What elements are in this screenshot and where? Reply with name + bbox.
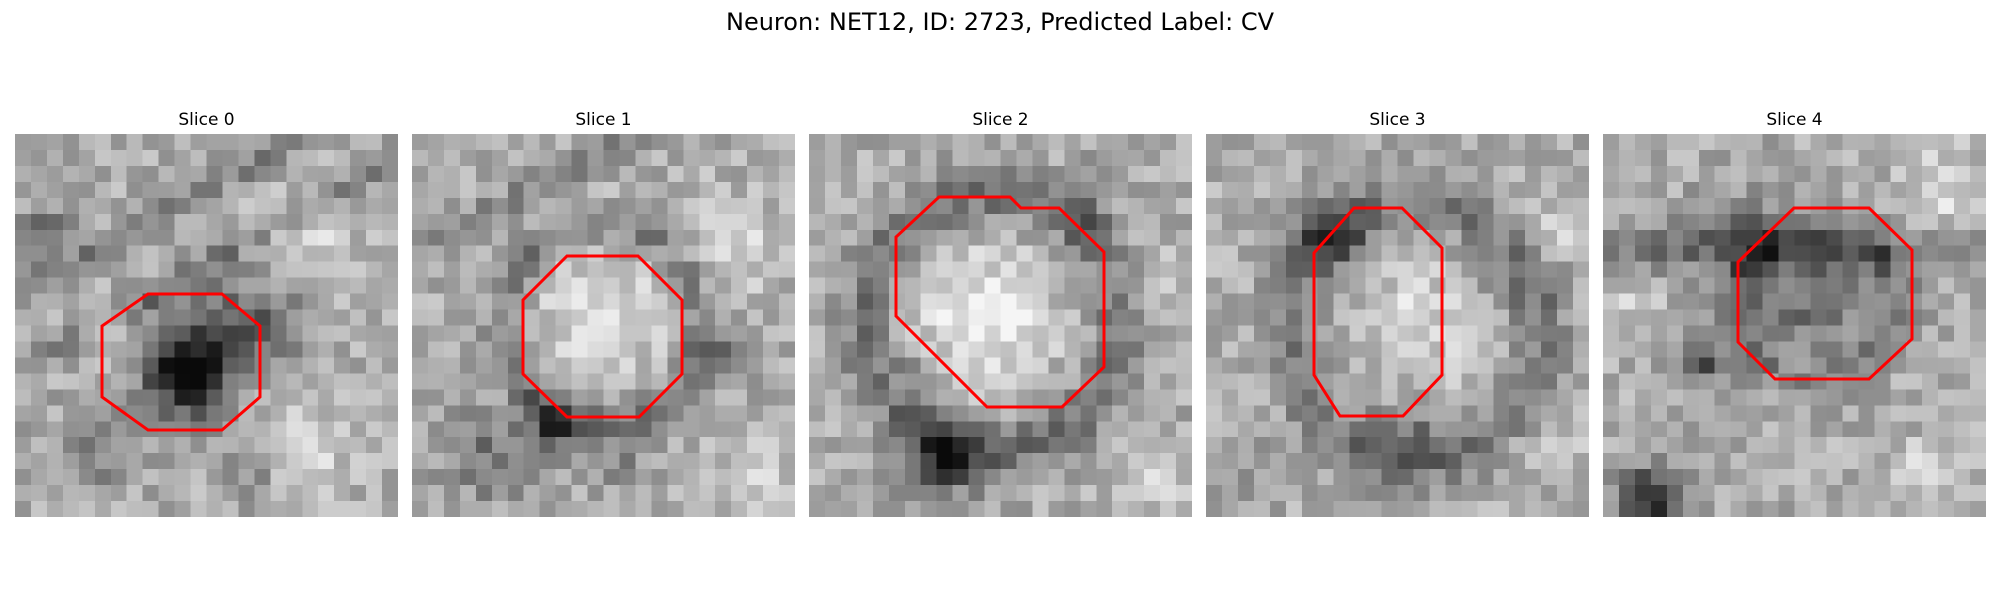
figure-suptitle: Neuron: NET12, ID: 2723, Predicted Label… [726,8,1274,36]
slice-panel-1: Slice 1 [412,105,795,525]
grayscale-pixels-0 [15,134,398,517]
slice-title-2: Slice 2 [972,110,1029,130]
slice-image-3 [1206,134,1589,517]
slice-title-3: Slice 3 [1369,110,1426,130]
slice-image-4 [1603,134,1986,517]
slice-panel-0: Slice 0 [15,105,398,525]
roi-octagon-4 [1736,206,1914,381]
slice-title-0: Slice 0 [178,110,235,130]
roi-octagon-0 [100,292,262,432]
roi-octagon-2 [894,195,1106,409]
roi-octagon-3 [1312,206,1444,418]
grayscale-pixels-3 [1206,134,1589,517]
slice-image-1 [412,134,795,517]
slice-image-2 [809,134,1192,517]
slice-panel-2: Slice 2 [809,105,1192,525]
grayscale-pixels-4 [1603,134,1986,517]
grayscale-pixels-2 [809,134,1192,517]
slice-title-1: Slice 1 [575,110,632,130]
slice-panel-3: Slice 3 [1206,105,1589,525]
roi-octagon-1 [521,254,684,419]
slice-image-0 [15,134,398,517]
slice-panel-4: Slice 4 [1603,105,1986,525]
grayscale-pixels-1 [412,134,795,517]
slice-title-4: Slice 4 [1766,110,1823,130]
